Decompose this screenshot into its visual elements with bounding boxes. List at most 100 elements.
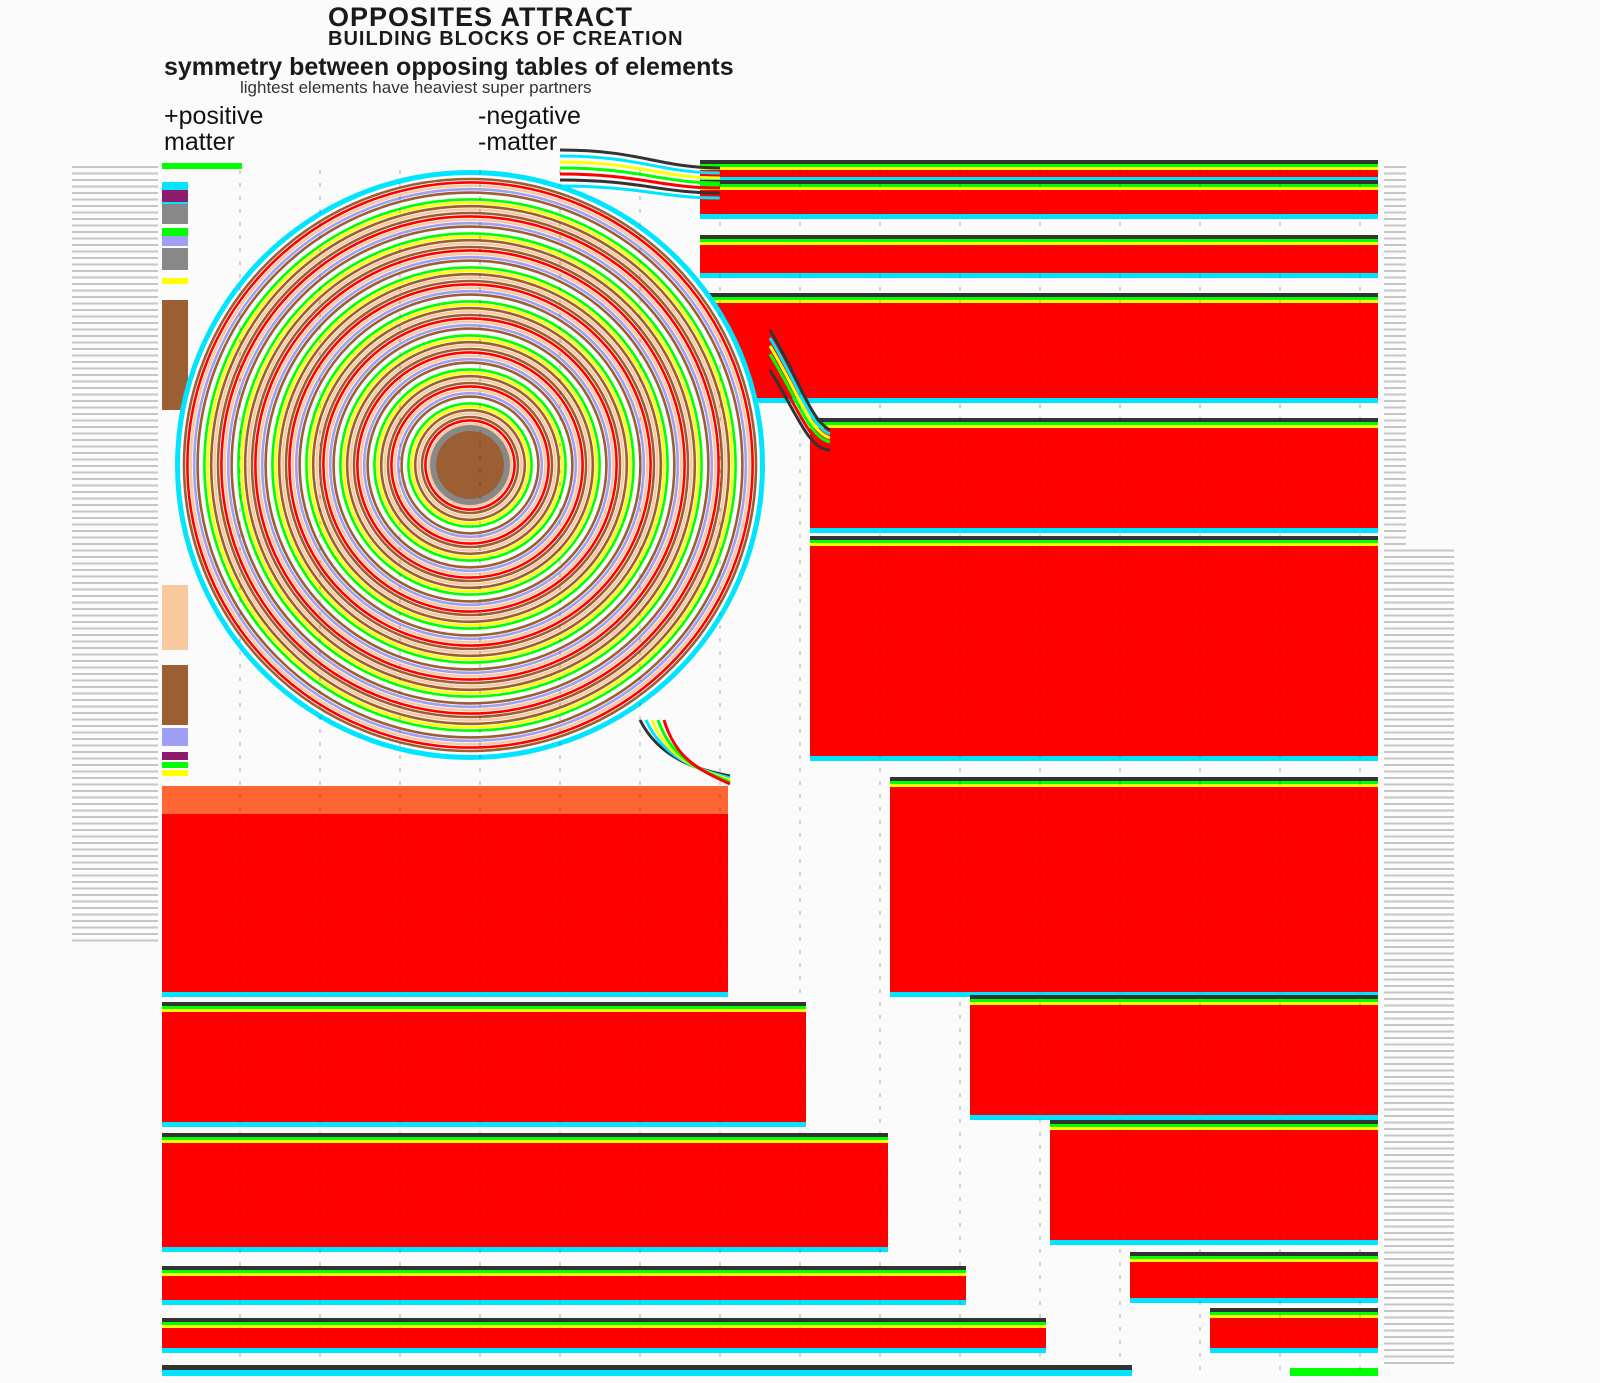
right-row-label-mark-58 [1384,536,1406,539]
right-row-label-mark-144 [1384,1095,1454,1098]
left-band-2-cyan-stripe [162,1122,806,1127]
disc-ring-53 [359,354,581,576]
right-row-label-mark-93 [1384,764,1454,766]
left-row-label-mark-82 [72,692,158,695]
left-row-label-mark-116 [72,913,158,916]
right-row-label-mark-66 [1384,588,1454,591]
left-row-label-mark-68 [72,601,158,604]
right-row-label-mark-158 [1384,1186,1454,1189]
left-strip-3 [162,204,188,224]
left-row-label-mark-51 [72,491,158,493]
left-row-label-mark-119 [72,933,158,935]
left-row-label-mark-28 [72,341,158,344]
left-row-label-mark-74 [72,640,158,643]
disc-ring-65 [400,395,540,535]
right-band-7-dark-stripe [890,777,1378,781]
swoosh-right-2 [768,337,831,436]
right-row-label-mark-4 [1384,185,1406,188]
right-band-11-green-stripe [1210,1312,1378,1315]
right-row-label-mark-118 [1384,926,1454,929]
left-row-label-mark-86 [72,718,158,721]
right-row-label-mark-10 [1384,224,1406,227]
left-band-2-yellow-stripe [162,1009,806,1012]
right-band-6-dark-stripe [810,536,1378,540]
disc-ring-16 [233,228,707,702]
left-row-label-mark-88 [72,731,158,734]
right-row-label-mark-171 [1384,1271,1454,1273]
right-row-label-mark-52 [1384,497,1406,500]
left-row-label-mark-56 [72,523,158,526]
disc-ring-12 [220,215,720,715]
right-row-label-mark-15 [1384,257,1406,259]
left-row-label-mark-43 [72,439,158,441]
right-row-label-mark-178 [1384,1316,1454,1319]
left-row-label-mark-97 [72,790,158,792]
right-row-label-mark-117 [1384,920,1454,922]
disc-ring-71 [420,415,520,515]
right-row-label-mark-57 [1384,530,1406,532]
left-band-2-green-stripe [162,1006,806,1009]
disc-ring-28 [274,269,666,661]
right-band-3-cyan-stripe [700,273,1378,278]
right-row-label-mark-76 [1384,653,1454,656]
right-row-label-mark-40 [1384,419,1406,422]
right-row-label-mark-6 [1384,198,1406,201]
swoosh-right-5 [768,361,831,448]
right-band-9-cyan-stripe [1050,1240,1378,1245]
right-row-label-mark-18 [1384,276,1406,279]
right-band-10-yellow-stripe [1130,1259,1378,1262]
right-row-label-mark-53 [1384,504,1406,506]
swoosh-bottom-2 [644,719,731,780]
right-row-label-mark-43 [1384,439,1406,441]
swoosh-top-1 [559,148,721,170]
right-row-label-mark-121 [1384,946,1454,948]
left-row-label-mark-5 [72,192,158,194]
left-row-label-mark-85 [72,712,158,714]
left-band-1-cyan-stripe [162,992,728,997]
left-strip-13 [162,762,188,768]
left-band-5-red-fill [162,1328,1046,1348]
right-band-4-red-fill [700,303,1378,398]
right-band-6-red-fill [810,546,1378,756]
negative-label-bottom: -matter [478,128,558,156]
right-row-label-mark-177 [1384,1310,1454,1312]
left-band-2-dark-stripe [162,1002,806,1006]
right-row-label-mark-105 [1384,842,1454,844]
disc-ring-51 [352,347,588,583]
left-strip-9 [162,585,188,650]
right-band-7-green-stripe [890,781,1378,784]
left-row-label-mark-115 [72,907,158,909]
right-row-label-mark-27 [1384,335,1406,337]
left-row-label-mark-46 [72,458,158,461]
disc-ring-30 [281,276,659,654]
right-row-label-mark-28 [1384,341,1406,344]
right-row-label-mark-175 [1384,1297,1454,1299]
right-row-label-mark-42 [1384,432,1406,435]
right-band-7-cyan-stripe [890,992,1378,997]
left-row-label-mark-12 [72,237,158,240]
left-row-label-mark-81 [72,686,158,688]
left-band-3-green-stripe [162,1137,888,1140]
right-row-label-mark-11 [1384,231,1406,233]
left-row-label-mark-63 [72,569,158,571]
swoosh-top-6 [559,178,721,195]
left-band-4-yellow-stripe [162,1273,966,1276]
right-row-label-mark-46 [1384,458,1406,461]
disc-ring-24 [260,255,680,675]
right-row-label-mark-133 [1384,1024,1454,1026]
left-row-label-mark-99 [72,803,158,805]
right-row-label-mark-19 [1384,283,1406,285]
left-band-5-green-stripe [162,1322,1046,1325]
right-row-label-mark-162 [1384,1212,1454,1215]
right-row-label-mark-142 [1384,1082,1454,1085]
disc-ring-14 [226,221,714,709]
right-row-label-mark-5 [1384,192,1406,194]
swoosh-top-3 [559,160,721,180]
right-row-label-mark-139 [1384,1063,1454,1065]
disc-ring-1 [182,177,758,753]
left-row-label-mark-94 [72,770,158,773]
right-row-label-mark-48 [1384,471,1406,474]
disc-ring-43 [325,320,615,610]
